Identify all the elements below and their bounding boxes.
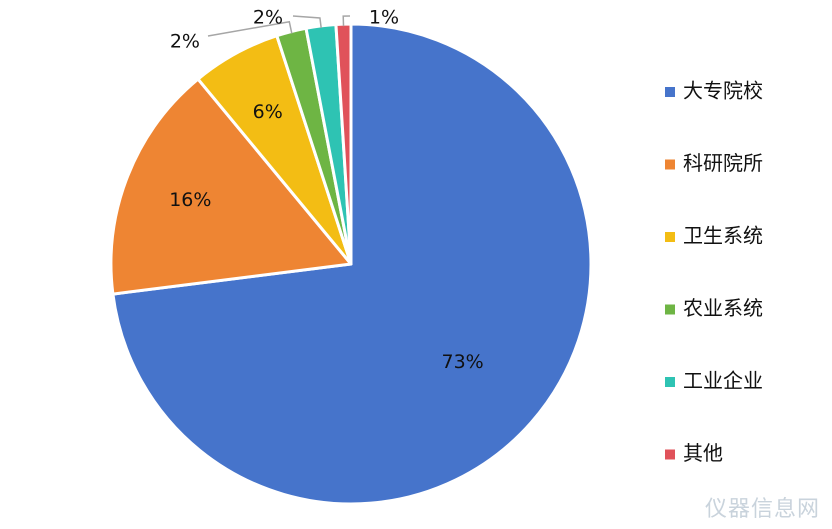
data-label-6: 1% bbox=[369, 7, 399, 29]
data-labels: 73% 16% 6% 2% 2% 1% bbox=[169, 7, 484, 373]
leader-line-4 bbox=[207, 20, 293, 37]
data-label-5: 2% bbox=[253, 7, 283, 29]
legend-label-5: 工业企业 bbox=[683, 369, 763, 393]
data-label-1: 73% bbox=[441, 351, 483, 373]
legend-swatch-6 bbox=[665, 449, 675, 460]
legend-swatch-2 bbox=[665, 159, 675, 170]
leader-lines bbox=[207, 15, 351, 37]
data-label-4: 2% bbox=[170, 31, 200, 53]
data-label-3: 6% bbox=[253, 101, 283, 123]
legend-swatch-1 bbox=[665, 87, 675, 97]
legend-swatch-3 bbox=[665, 232, 675, 242]
legend-label-4: 农业系统 bbox=[683, 296, 763, 320]
legend-label-3: 卫生系统 bbox=[683, 224, 763, 248]
legend-label-2: 科研院所 bbox=[683, 151, 763, 175]
data-label-2: 16% bbox=[169, 189, 211, 211]
legend-label-6: 其他 bbox=[683, 441, 723, 465]
leader-line-5 bbox=[292, 15, 322, 28]
legend-label-1: 大专院校 bbox=[683, 79, 763, 103]
pie-slice-2 bbox=[109, 77, 353, 296]
pie-slices bbox=[109, 22, 593, 506]
legend-swatch-5 bbox=[665, 377, 675, 387]
watermark-logo: 仪器信息网 bbox=[704, 497, 820, 522]
leader-line-6 bbox=[342, 15, 351, 27]
legend-swatch-4 bbox=[665, 304, 675, 315]
